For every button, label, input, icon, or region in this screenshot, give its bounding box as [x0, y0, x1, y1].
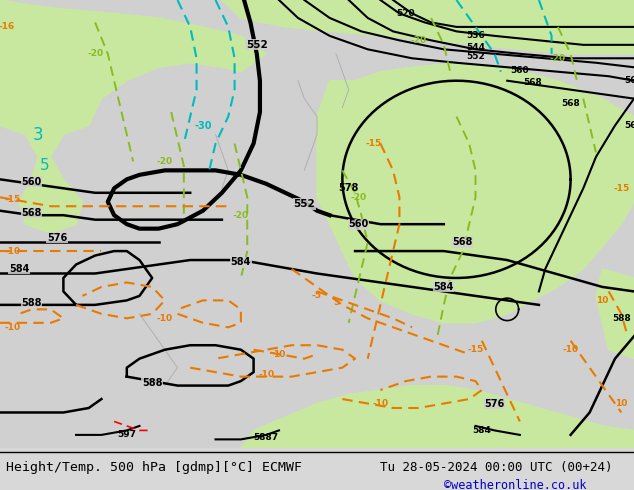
Text: -10: -10	[258, 370, 275, 379]
Text: 568: 568	[523, 78, 542, 87]
Text: 584: 584	[472, 426, 491, 435]
Text: 536: 536	[466, 31, 485, 40]
Text: -10: -10	[562, 345, 579, 354]
Text: 576: 576	[484, 398, 505, 409]
Text: -20: -20	[157, 157, 173, 166]
Text: 568: 568	[22, 208, 42, 218]
Text: 584: 584	[231, 257, 251, 267]
Text: -20: -20	[233, 211, 249, 220]
Text: 560: 560	[510, 66, 529, 75]
Text: 588: 588	[142, 378, 162, 389]
Text: 10: 10	[615, 399, 628, 408]
Text: -15: -15	[4, 195, 21, 204]
Text: -20: -20	[350, 193, 366, 202]
Text: -15: -15	[613, 184, 630, 193]
Text: -15: -15	[366, 139, 382, 148]
Text: 10: 10	[596, 296, 609, 305]
Text: 560: 560	[22, 176, 42, 187]
Text: -20: -20	[550, 54, 566, 63]
Text: 5: 5	[39, 158, 49, 173]
Text: -30: -30	[194, 121, 212, 130]
Text: 552: 552	[294, 199, 315, 209]
Text: -16: -16	[0, 23, 15, 31]
Text: 584: 584	[9, 264, 29, 274]
Text: 560: 560	[348, 219, 368, 229]
Text: 568: 568	[453, 237, 473, 247]
Text: 588: 588	[22, 297, 42, 308]
Text: 5887: 5887	[254, 433, 279, 441]
Text: -20: -20	[410, 36, 427, 45]
Polygon shape	[222, 0, 634, 54]
Polygon shape	[317, 63, 634, 323]
Polygon shape	[241, 386, 634, 448]
Text: -10: -10	[157, 314, 173, 323]
Text: 552: 552	[466, 51, 485, 61]
Text: 597: 597	[117, 430, 136, 440]
Text: 568: 568	[561, 98, 580, 108]
Text: 588: 588	[612, 314, 631, 323]
Text: Height/Temp. 500 hPa [gdmp][°C] ECMWF: Height/Temp. 500 hPa [gdmp][°C] ECMWF	[6, 461, 302, 474]
Text: 544: 544	[466, 43, 485, 51]
Text: -15: -15	[467, 345, 484, 354]
Text: -10: -10	[4, 323, 21, 332]
Text: 560: 560	[624, 76, 634, 85]
Text: 3: 3	[33, 125, 43, 144]
Text: -10: -10	[372, 399, 389, 408]
Text: 578: 578	[339, 183, 359, 194]
Text: -20: -20	[87, 49, 103, 58]
Text: 552: 552	[246, 40, 268, 50]
Polygon shape	[596, 269, 634, 359]
Text: -10: -10	[4, 246, 21, 256]
Text: 576: 576	[47, 233, 67, 243]
Text: ©weatheronline.co.uk: ©weatheronline.co.uk	[444, 479, 586, 490]
Polygon shape	[0, 0, 266, 233]
Text: 568: 568	[624, 121, 634, 130]
Text: 584: 584	[434, 282, 454, 292]
Text: Tu 28-05-2024 00:00 UTC (00+24): Tu 28-05-2024 00:00 UTC (00+24)	[380, 461, 613, 474]
Text: -5: -5	[312, 292, 322, 300]
Text: 10: 10	[273, 350, 285, 359]
Text: 520: 520	[396, 9, 415, 18]
Text: 5: 5	[333, 298, 339, 307]
